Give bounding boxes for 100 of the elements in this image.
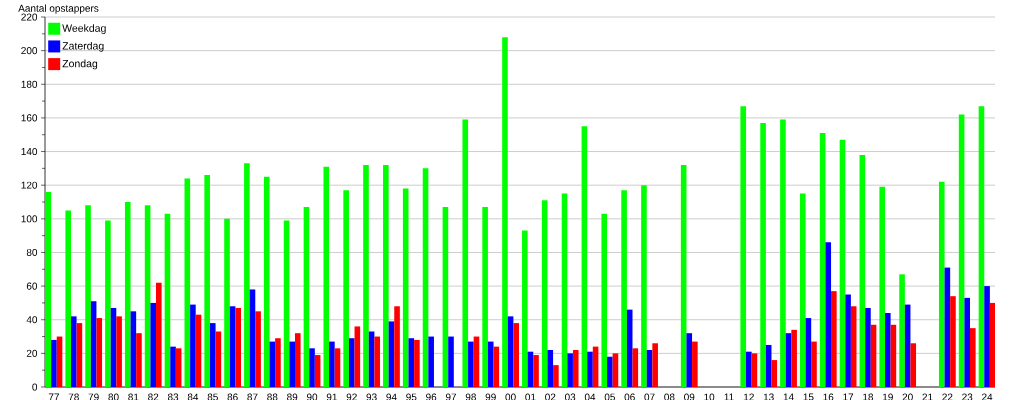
x-tick-label: 90 (306, 393, 318, 400)
x-tick-label: 22 (942, 393, 953, 400)
x-tick-label: 00 (505, 393, 516, 400)
x-tick-label: 77 (48, 393, 59, 400)
x-tick-label: 12 (744, 393, 754, 400)
bar (51, 339, 57, 387)
bar (249, 289, 256, 387)
legend-label: Zaterdag (62, 41, 104, 52)
bar (170, 346, 176, 387)
bar (374, 336, 380, 387)
x-tick-label: 91 (326, 393, 337, 400)
x-tick-label: 78 (68, 393, 79, 400)
x-tick-label: 99 (485, 393, 496, 400)
bar (587, 351, 593, 387)
bar (899, 274, 905, 387)
bar (513, 323, 519, 387)
x-tick-label: 84 (187, 393, 199, 400)
bar (388, 321, 395, 387)
bar (70, 316, 77, 387)
bar (428, 336, 434, 387)
x-tick-label: 02 (545, 393, 556, 400)
bar (255, 311, 261, 387)
bar (641, 185, 647, 387)
bar (229, 306, 236, 387)
bar (970, 328, 976, 387)
y-axis-title: Aantal opstappers (18, 4, 99, 14)
y-tick-label: 140 (21, 148, 38, 156)
bar (831, 291, 837, 387)
bar (394, 306, 400, 387)
y-tick-label: 60 (26, 282, 38, 290)
bar (468, 341, 474, 387)
x-tick-label: 83 (167, 393, 179, 400)
bar (845, 294, 851, 387)
bar (811, 341, 817, 387)
bar (964, 297, 971, 387)
bar (235, 307, 242, 387)
bar (482, 207, 488, 387)
x-tick-label: 08 (664, 393, 675, 400)
x-tick-label: 24 (982, 393, 993, 400)
y-tick-label: 80 (26, 248, 38, 256)
bar (136, 333, 142, 387)
x-tick-label: 93 (366, 393, 377, 400)
bar (771, 360, 778, 387)
bar (865, 307, 871, 387)
x-tick-label: 07 (644, 393, 655, 400)
bar (910, 343, 917, 387)
x-tick-label: 19 (883, 393, 893, 400)
bar (487, 341, 494, 387)
x-tick-label: 18 (863, 393, 874, 400)
x-tick-label: 10 (704, 393, 715, 400)
bar (408, 338, 415, 387)
x-tick-label: 85 (207, 393, 218, 400)
bar (294, 333, 301, 387)
bar (85, 205, 91, 387)
bar (309, 348, 315, 387)
bar (760, 122, 766, 387)
bar (626, 309, 633, 387)
x-tick-label: 09 (684, 393, 695, 400)
bar (354, 326, 361, 387)
x-tick-label: 82 (148, 393, 159, 400)
bar (825, 242, 832, 387)
bar (751, 353, 758, 387)
bar (547, 350, 554, 387)
bar (156, 282, 162, 387)
bar (938, 181, 945, 387)
bar (96, 318, 103, 387)
bar (607, 356, 613, 387)
x-tick-label: 88 (267, 393, 278, 400)
bar (263, 176, 270, 387)
bar (383, 165, 389, 387)
x-tick-label: 20 (902, 393, 913, 400)
x-tick-label: 06 (624, 393, 635, 400)
x-tick-label: 95 (406, 393, 417, 400)
x-tick-label: 96 (426, 393, 437, 400)
x-tick-label: 97 (445, 393, 457, 400)
x-tick-label: 81 (128, 393, 139, 400)
bar (175, 348, 182, 387)
bar (65, 210, 71, 387)
bar (130, 311, 137, 387)
x-tick-label: 14 (783, 393, 794, 400)
bar (632, 348, 639, 387)
y-tick-label: 120 (21, 181, 38, 189)
bar (740, 106, 747, 387)
bar (363, 165, 369, 387)
bar (289, 341, 295, 387)
x-tick-label: 16 (823, 393, 834, 400)
x-tick-label: 15 (803, 393, 814, 400)
bar (343, 190, 349, 387)
bar (553, 365, 559, 387)
x-tick-label: 94 (386, 393, 397, 400)
bar (275, 338, 281, 387)
bar (209, 323, 216, 387)
bar (224, 218, 230, 387)
bar (879, 186, 885, 387)
bar (612, 353, 619, 387)
bar (785, 333, 792, 387)
bar (885, 313, 891, 387)
bar (507, 316, 514, 387)
y-tick-label: 40 (26, 316, 38, 324)
bar (780, 119, 786, 387)
